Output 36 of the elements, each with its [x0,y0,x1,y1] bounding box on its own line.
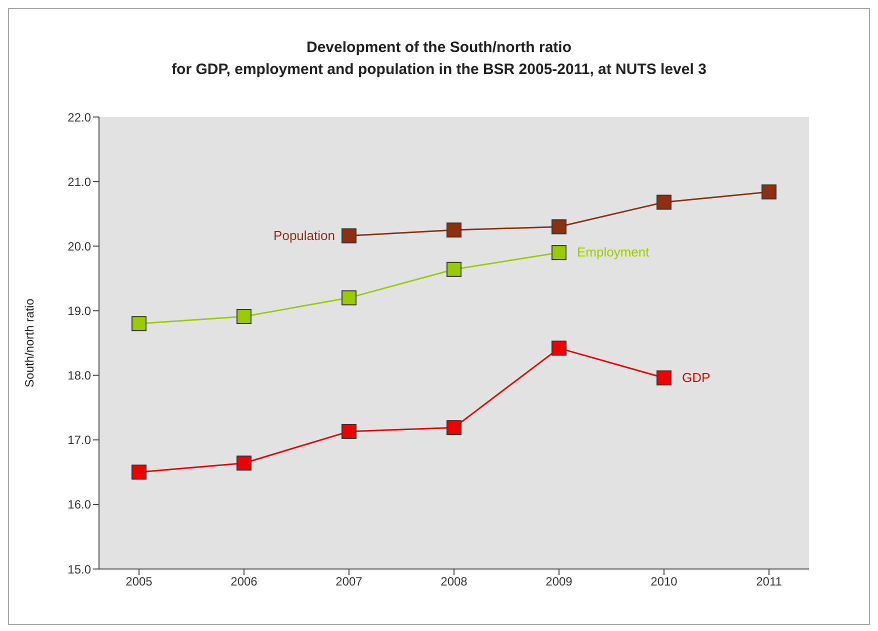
point [132,464,146,480]
point [762,184,776,200]
x-tick-label: 2010 [650,574,678,589]
point [236,456,252,471]
point [236,309,252,324]
series-label: GDP [682,370,710,385]
chart-title: Development of the South/north ratio for GDP, employment and population in the BSR 2005-2011, at NUTS level 3 [170,38,708,80]
y-tick-label: 18.0 [68,368,92,383]
point [342,228,356,244]
x-tick-label: 2009 [546,574,573,589]
y-tick-label: 16.0 [68,498,92,512]
y-tick-label: 22.0 [68,110,92,124]
y-tick-label: 15.0 [68,562,92,576]
point [656,194,672,210]
point [342,424,356,439]
point [446,420,462,436]
point [446,222,462,238]
point [552,245,566,260]
series-label: Population [274,228,335,243]
x-tick-label: 2008 [440,574,468,589]
point [656,370,672,386]
point [446,262,462,277]
point [552,340,566,356]
y-tick-label: 21.0 [68,174,92,189]
x-tick-label: 2006 [230,574,258,589]
x-tick-label: 2007 [336,574,363,589]
y-tick-label: 17.0 [68,433,92,448]
y-axis-title: South/north ratio [22,298,36,388]
point [552,219,566,234]
y-tick-label: 20.0 [68,239,92,254]
series-label: Employment [577,244,650,260]
point [342,290,356,306]
x-tick-label: 2005 [126,574,153,589]
point [132,316,146,332]
x-tick-label: 2011 [756,574,782,589]
y-tick-label: 19.0 [68,304,92,318]
